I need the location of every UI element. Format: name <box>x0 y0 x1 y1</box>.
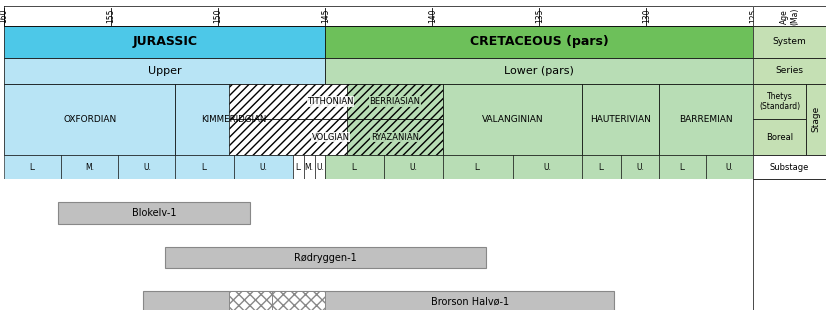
Bar <box>4 179 753 310</box>
Bar <box>325 26 753 58</box>
Bar <box>4 155 61 179</box>
Text: M.: M. <box>305 163 314 172</box>
Text: Age
(Ma): Age (Ma) <box>780 8 800 25</box>
Text: Stage: Stage <box>811 106 820 132</box>
Bar <box>143 291 615 313</box>
Text: L.: L. <box>351 163 358 172</box>
Bar <box>175 84 293 155</box>
Text: U.: U. <box>143 163 151 172</box>
Bar <box>315 155 325 179</box>
Bar <box>753 84 805 119</box>
Bar <box>753 26 826 58</box>
Text: BERRIASIAN: BERRIASIAN <box>369 97 420 106</box>
Text: L.: L. <box>30 163 36 172</box>
Text: L.: L. <box>679 163 686 172</box>
Text: L.: L. <box>202 163 208 172</box>
Text: CRETACEOUS (pars): CRETACEOUS (pars) <box>470 35 609 48</box>
Bar <box>164 246 486 268</box>
Bar <box>325 58 753 84</box>
Bar <box>118 155 175 179</box>
Text: U.: U. <box>636 163 643 172</box>
Text: Lower (pars): Lower (pars) <box>505 66 574 76</box>
Bar <box>753 155 826 179</box>
Bar <box>304 155 315 179</box>
Text: 130: 130 <box>642 9 651 23</box>
Text: Series: Series <box>776 66 804 75</box>
Text: System: System <box>773 38 806 46</box>
Text: 140: 140 <box>428 9 437 23</box>
Text: Upper: Upper <box>148 66 182 76</box>
Text: M.: M. <box>85 163 94 172</box>
Bar <box>58 202 250 224</box>
Bar <box>175 155 235 179</box>
Text: Boreal: Boreal <box>766 133 793 142</box>
Bar <box>4 26 325 58</box>
Text: 135: 135 <box>534 9 544 23</box>
Bar <box>706 155 753 179</box>
Bar <box>347 84 443 119</box>
Bar <box>325 155 384 179</box>
Bar <box>4 6 753 26</box>
Bar <box>384 155 443 179</box>
Bar <box>753 6 826 26</box>
Text: RYAZANIAN: RYAZANIAN <box>371 133 419 142</box>
Text: Substage: Substage <box>770 163 809 172</box>
Text: OXFORDIAN: OXFORDIAN <box>63 115 116 124</box>
Text: Rødryggen-1: Rødryggen-1 <box>294 252 357 263</box>
Text: BARREMIAN: BARREMIAN <box>680 115 733 124</box>
Bar <box>229 291 272 313</box>
Text: VOLGIAN: VOLGIAN <box>311 133 349 142</box>
Text: L.: L. <box>598 163 605 172</box>
Bar <box>235 155 293 179</box>
Text: Brorson Halvø-1: Brorson Halvø-1 <box>430 297 509 307</box>
Text: U.: U. <box>726 163 733 172</box>
Bar <box>272 291 325 313</box>
Bar <box>753 58 826 84</box>
Bar <box>229 84 432 119</box>
Text: U.: U. <box>410 163 417 172</box>
Text: U.: U. <box>316 163 324 172</box>
Bar <box>293 155 304 179</box>
Bar <box>659 155 706 179</box>
Bar <box>582 84 659 155</box>
Text: VALANGINIAN: VALANGINIAN <box>482 115 544 124</box>
Text: Thetys
(Standard): Thetys (Standard) <box>759 92 800 111</box>
Bar <box>443 84 582 155</box>
Bar <box>229 119 432 155</box>
Text: L.: L. <box>295 163 301 172</box>
Text: U.: U. <box>544 163 551 172</box>
Bar <box>61 155 118 179</box>
Text: JURASSIC: JURASSIC <box>132 35 197 48</box>
Text: 150: 150 <box>214 9 223 23</box>
Text: Blokelv-1: Blokelv-1 <box>131 208 176 218</box>
Text: HAUTERIVIAN: HAUTERIVIAN <box>590 115 651 124</box>
Bar <box>582 155 620 179</box>
Text: TITHONIAN: TITHONIAN <box>307 97 354 106</box>
Text: KIMMERIDGIAN: KIMMERIDGIAN <box>202 115 267 124</box>
Bar <box>753 119 805 155</box>
Bar <box>443 155 512 179</box>
Bar <box>4 58 325 84</box>
Bar <box>4 84 175 155</box>
Text: U.: U. <box>259 163 268 172</box>
Text: L.: L. <box>474 163 481 172</box>
Bar <box>753 179 826 310</box>
Bar <box>805 84 826 155</box>
Bar <box>347 119 443 155</box>
Text: 125: 125 <box>749 9 757 23</box>
Text: 155: 155 <box>107 9 116 23</box>
Text: 145: 145 <box>320 9 330 23</box>
Bar <box>659 84 753 155</box>
Text: 160: 160 <box>0 9 8 23</box>
Bar <box>512 155 582 179</box>
Bar <box>620 155 659 179</box>
